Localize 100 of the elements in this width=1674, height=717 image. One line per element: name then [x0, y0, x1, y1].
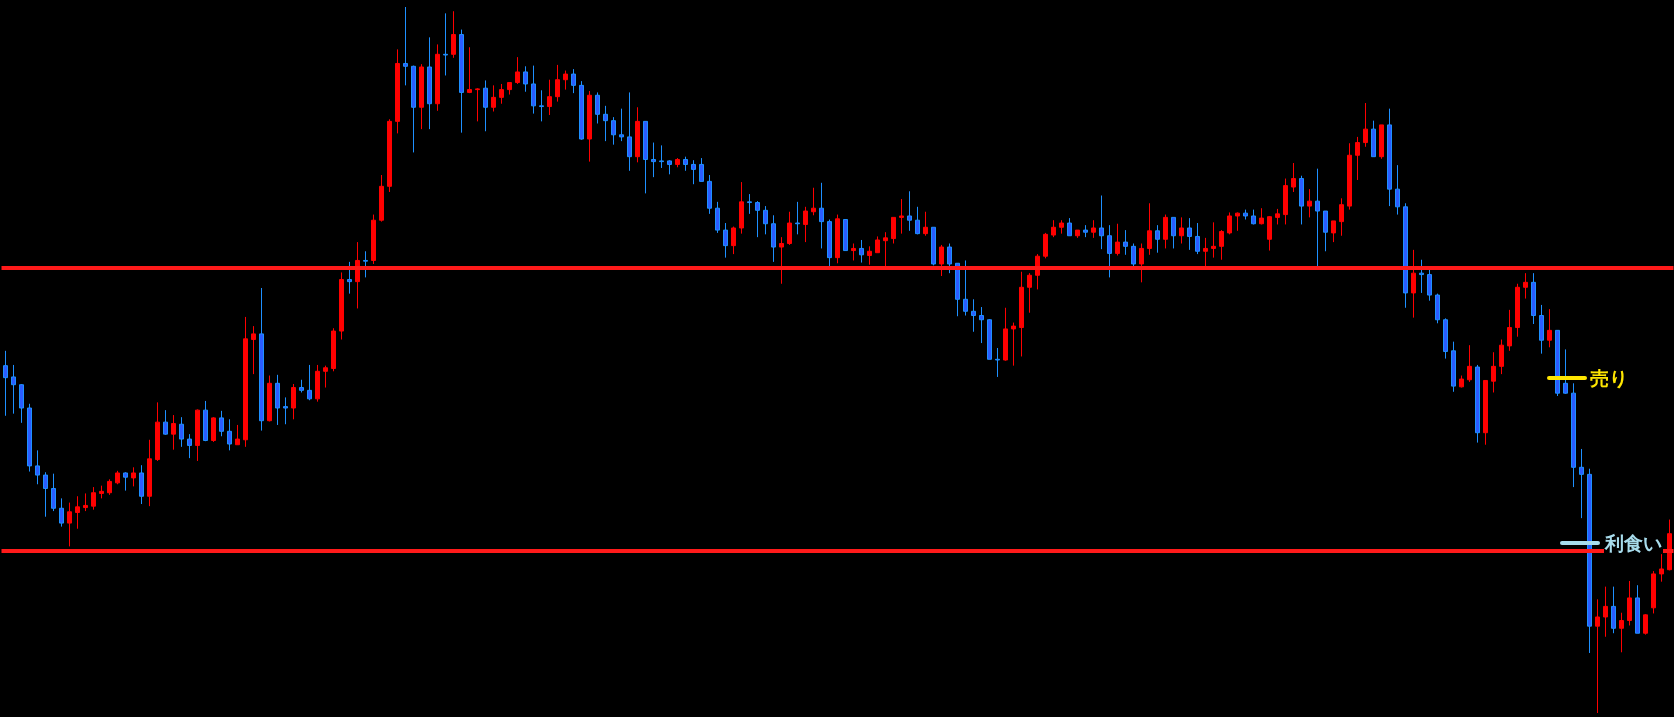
candlestick: [747, 193, 752, 215]
candlestick: [75, 495, 80, 530]
candlestick: [99, 485, 104, 499]
candlestick: [443, 12, 448, 76]
candlestick: [251, 325, 256, 375]
candlestick: [1003, 307, 1008, 362]
candlestick: [1499, 339, 1504, 375]
candlestick: [1635, 584, 1640, 634]
candlestick: [987, 318, 992, 360]
candlestick: [1355, 136, 1360, 181]
candlestick: [1619, 612, 1624, 653]
candlestick: [1083, 224, 1088, 238]
candlestick: [1571, 382, 1576, 488]
candlestick: [771, 214, 776, 263]
candlestick: [1139, 243, 1144, 283]
candlestick: [411, 65, 416, 153]
candlestick: [27, 403, 32, 473]
candlestick: [1387, 108, 1392, 207]
candlestick: [1027, 272, 1032, 314]
candlestick: [91, 486, 96, 511]
candlestick: [723, 222, 728, 259]
candlestick: [1243, 209, 1248, 221]
candlestick: [659, 144, 664, 169]
candlestick: [819, 182, 824, 249]
candlestick: [131, 466, 136, 487]
candlestick: [491, 84, 496, 112]
candlestick: [827, 219, 832, 269]
candlestick: [1467, 344, 1472, 383]
candlestick: [1075, 229, 1080, 239]
candlestick: [1515, 283, 1520, 338]
candlestick: [1403, 202, 1408, 309]
candlestick: [555, 64, 560, 103]
candlestick: [419, 63, 424, 130]
candlestick: [515, 56, 520, 85]
candlestick: [1339, 197, 1344, 237]
candlestick: [731, 226, 736, 255]
candlestick: [163, 409, 168, 436]
candlestick: [483, 79, 488, 132]
candlestick: [1595, 598, 1600, 714]
candlestick: [811, 187, 816, 216]
candlestick: [211, 416, 216, 443]
candlestick: [467, 46, 472, 94]
candlestick: [1659, 553, 1664, 583]
candlestick: [435, 43, 440, 112]
candlestick: [619, 108, 624, 142]
candlestick: [531, 65, 536, 115]
candlestick: [1371, 120, 1376, 158]
candlestick: [1315, 168, 1320, 269]
candlestick: [899, 198, 904, 235]
candlestick: [859, 239, 864, 264]
candlestick: [931, 226, 936, 266]
candlestick: [547, 79, 552, 116]
candlestick: [947, 243, 952, 274]
candlestick: [499, 83, 504, 105]
candlestick: [347, 261, 352, 295]
candlestick: [1275, 208, 1280, 225]
candlestick: [1531, 272, 1536, 325]
candlestick: [1283, 178, 1288, 225]
candlestick: [59, 497, 64, 528]
candlestick: [1123, 229, 1128, 256]
candlestick: [643, 120, 648, 194]
candlestick: [1523, 272, 1528, 300]
candlestick: [1107, 224, 1112, 278]
candlestick: [395, 48, 400, 134]
candlestick: [139, 464, 144, 505]
candlestick: [755, 200, 760, 238]
candlestick: [315, 364, 320, 403]
candlestick: [1195, 222, 1200, 255]
candlestick: [11, 364, 16, 415]
candlestick: [1147, 202, 1152, 256]
candlestick: [611, 116, 616, 146]
candlestick: [275, 374, 280, 426]
candlestick: [363, 250, 368, 278]
candlestick: [1059, 219, 1064, 235]
candlestick: [1419, 259, 1424, 294]
candlestick: [779, 236, 784, 285]
candlestick: [1323, 210, 1328, 252]
candlestick: [51, 473, 56, 512]
candlestick: [1291, 162, 1296, 193]
candlestick: [83, 492, 88, 512]
candlestick: [707, 174, 712, 215]
candlestick: [1235, 211, 1240, 232]
candlestick: [851, 243, 856, 261]
candlestick: [1443, 317, 1448, 360]
candlestick: [867, 245, 872, 266]
candlestick: [1043, 232, 1048, 259]
candlestick: [507, 82, 512, 96]
candlestick: [35, 449, 40, 485]
candlestick: [171, 414, 176, 451]
candlestick: [1211, 221, 1216, 259]
candlestick: [475, 87, 480, 122]
candlestick: [1379, 124, 1384, 160]
candlestick: [803, 206, 808, 243]
candlestick: [1155, 224, 1160, 254]
candlestick: [107, 478, 112, 496]
candlestick: [651, 142, 656, 178]
candlestick: [323, 365, 328, 389]
candlestick: [923, 211, 928, 237]
candlestick: [1267, 215, 1272, 252]
candlestick: [1067, 217, 1072, 237]
